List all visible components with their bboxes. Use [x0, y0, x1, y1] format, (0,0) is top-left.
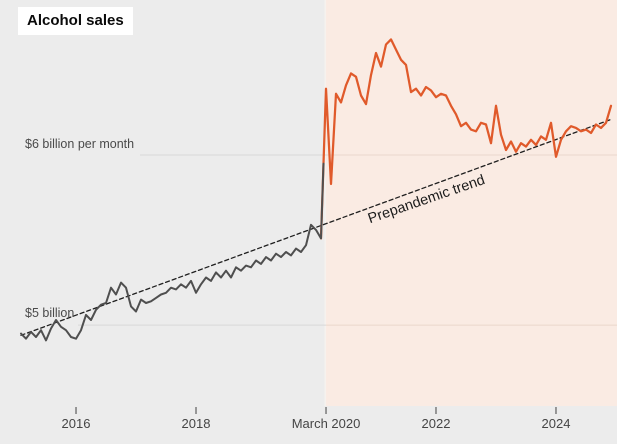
pandemic-region-edge — [324, 0, 327, 406]
pandemic-line — [319, 38, 613, 240]
x-tick-label-2018: 2018 — [181, 416, 211, 431]
pandemic-period-region — [326, 0, 617, 406]
chart-title: Alcohol sales — [18, 7, 133, 35]
x-tick-label-2024: 2024 — [541, 416, 571, 431]
x-tick-label-2016: 2016 — [61, 416, 91, 431]
y-axis-label-5-billion: $5 billion — [25, 306, 75, 320]
prepandemic-line — [20, 162, 325, 342]
x-tick-label-2022: 2022 — [421, 416, 451, 431]
x-tick-label-march-2020: March 2020 — [291, 416, 361, 431]
y-axis-label-6-billion: $6 billion per month — [25, 137, 135, 151]
trend-line — [20, 118, 612, 336]
